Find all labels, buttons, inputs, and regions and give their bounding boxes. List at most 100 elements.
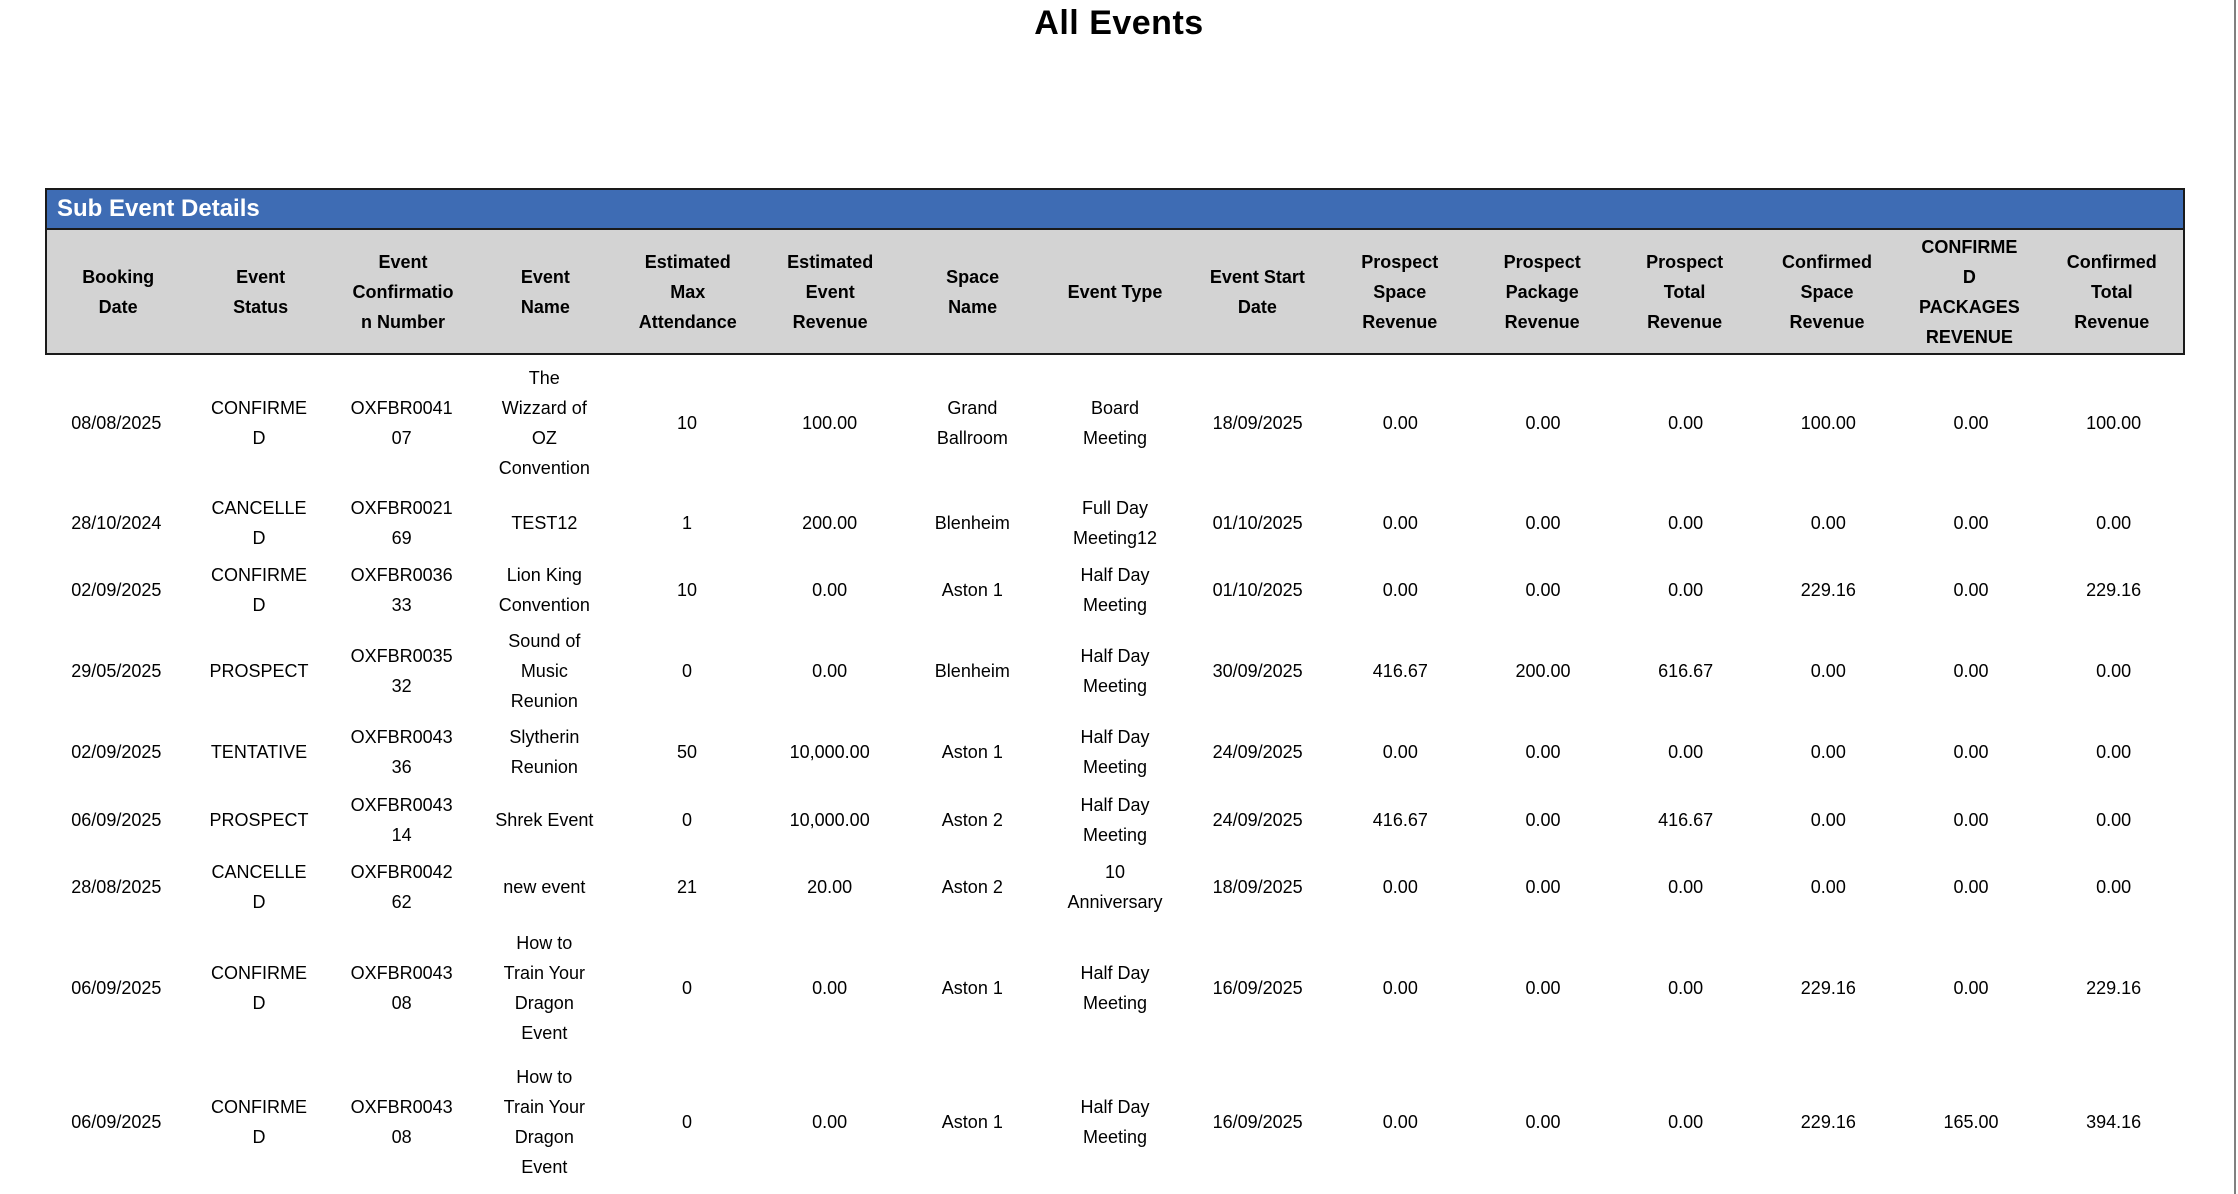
table-cell: CONFIRME D (210, 565, 307, 615)
column-header-event-type: Event Type (1067, 281, 1163, 302)
table-cell: Aston 1 (941, 978, 1003, 998)
table-cell: 394.16 (2086, 1112, 2142, 1132)
page-edge-line (2234, 0, 2236, 1194)
sub-event-details-table: Sub Event Details Booking Date Event Stat… (45, 188, 2185, 1189)
table-cell: Half Day Meeting (1080, 565, 1150, 615)
table-cell: 0.00 (1953, 877, 1989, 897)
column-header-prospect-space-revenue: Prospect Space Revenue (1361, 251, 1439, 332)
table-cell: 165.00 (1943, 1112, 1999, 1132)
table-cell: 18/09/2025 (1212, 413, 1303, 433)
table-cell: CANCELLE D (211, 498, 307, 548)
table-cell: The Wizzard of OZ Convention (498, 368, 590, 478)
table-cell: Shrek Event (495, 810, 594, 830)
table-cell: PROSPECT (209, 661, 309, 681)
table-cell: 02/09/2025 (71, 580, 162, 600)
table-cell: 0.00 (1810, 661, 1846, 681)
table-row: 28/08/2025 CANCELLE D OXFBR0042 62 new even… (45, 853, 2185, 921)
table-cell: PROSPECT (209, 810, 309, 830)
table-cell: 20.00 (807, 877, 853, 897)
column-header-confirme-d-packages-revenue: CONFIRME D PACKAGES REVENUE (1919, 236, 2020, 347)
table-cell: OXFBR0042 62 (350, 862, 453, 912)
table-cell: new event (503, 877, 586, 897)
table-cell: OXFBR0036 33 (350, 565, 453, 615)
table-cell: 0.00 (1382, 580, 1418, 600)
table-cell: 229.16 (2086, 978, 2142, 998)
table-cell: 229.16 (1800, 580, 1856, 600)
table-cell: 0 (681, 1112, 692, 1132)
table-cell: 0.00 (1953, 810, 1989, 830)
table-cell: 0.00 (1953, 413, 1989, 433)
table-row: 02/09/2025 TENTATIVE OXFBR0043 36 Slytherin… (45, 717, 2185, 787)
table-cell: 0.00 (1668, 580, 1704, 600)
table-row: 06/09/2025 CONFIRME D OXFBR0043 08 How to T… (45, 1055, 2185, 1189)
table-cell: 0.00 (1810, 742, 1846, 762)
table-cell: 416.67 (1658, 810, 1714, 830)
table-cell: 24/09/2025 (1212, 742, 1303, 762)
table-cell: Blenheim (934, 661, 1010, 681)
table-cell: Aston 1 (941, 742, 1003, 762)
table-cell: 0.00 (1953, 742, 1989, 762)
table-row: 08/08/2025 CONFIRME D OXFBR0041 07 The Wizz… (45, 355, 2185, 491)
table-cell: 10,000.00 (789, 742, 870, 762)
column-header-prospect-total-revenue: Prospect Total Revenue (1646, 251, 1724, 332)
table-cell: 229.16 (2086, 580, 2142, 600)
table-cell: 0.00 (1668, 513, 1704, 533)
table-cell: 01/10/2025 (1212, 580, 1303, 600)
table-cell: 24/09/2025 (1212, 810, 1303, 830)
table-cell: 0.00 (1953, 661, 1989, 681)
table-row: 29/05/2025 PROSPECT OXFBR0035 32 Sound of M… (45, 625, 2185, 717)
table-cell: CANCELLE D (211, 862, 307, 912)
table-cell: 200.00 (802, 513, 858, 533)
table-cell: CONFIRME D (210, 398, 307, 448)
table-cell: How to Train Your Dragon Event (503, 1067, 586, 1177)
table-cell: Aston 1 (941, 1112, 1003, 1132)
table-cell: 0.00 (812, 580, 848, 600)
table-cell: 0.00 (1525, 810, 1561, 830)
table-cell: 16/09/2025 (1212, 1112, 1303, 1132)
table-cell: 0.00 (1953, 580, 1989, 600)
table-cell: 0.00 (1382, 413, 1418, 433)
table-cell: 0.00 (812, 1112, 848, 1132)
table-cell: 10 Anniversary (1067, 862, 1163, 912)
table-cell: 06/09/2025 (71, 978, 162, 998)
table-cell: 0.00 (2096, 742, 2132, 762)
table-cell: 06/09/2025 (71, 810, 162, 830)
table-cell: OXFBR0043 08 (350, 963, 453, 1013)
report-title: All Events (1034, 4, 1204, 42)
column-header-event-confirmatio-n-number: Event Confirmatio n Number (352, 251, 454, 332)
table-cell: 0.00 (1525, 1112, 1561, 1132)
table-cell: 0.00 (1668, 413, 1704, 433)
section-header-banner: Sub Event Details (45, 188, 2185, 230)
table-cell: 100.00 (1800, 413, 1856, 433)
table-cell: 0.00 (1668, 877, 1704, 897)
table-body: 08/08/2025 CONFIRME D OXFBR0041 07 The Wizz… (45, 355, 2185, 1189)
column-header-confirmed-space-revenue: Confirmed Space Revenue (1781, 251, 1872, 332)
column-header-estimated-event-revenue: Estimated Event Revenue (787, 251, 874, 332)
table-cell: Full Day Meeting12 (1072, 498, 1158, 548)
table-cell: 0.00 (1953, 978, 1989, 998)
table-cell: CONFIRME D (210, 1097, 307, 1147)
table-cell: 02/09/2025 (71, 742, 162, 762)
table-row: 06/09/2025 CONFIRME D OXFBR0043 08 How to T… (45, 921, 2185, 1055)
table-cell: Lion King Convention (498, 565, 590, 615)
table-cell: 0.00 (1382, 513, 1418, 533)
table-cell: 0.00 (2096, 877, 2132, 897)
table-cell: OXFBR0043 36 (350, 727, 453, 777)
table-cell: 0 (681, 810, 692, 830)
table-cell: Half Day Meeting (1080, 1097, 1150, 1147)
table-cell: Grand Ballroom (936, 398, 1008, 448)
table-cell: TENTATIVE (210, 742, 308, 762)
table-cell: OXFBR0021 69 (350, 498, 453, 548)
table-cell: OXFBR0041 07 (350, 398, 453, 448)
table-cell: 0.00 (1953, 513, 1989, 533)
column-header-booking-date: Booking Date (82, 266, 155, 317)
table-cell: 06/09/2025 (71, 1112, 162, 1132)
table-cell: 0.00 (1668, 1112, 1704, 1132)
table-row: 02/09/2025 CONFIRME D OXFBR0036 33 Lion Kin… (45, 555, 2185, 625)
table-cell: CONFIRME D (210, 963, 307, 1013)
table-cell: 0.00 (1525, 877, 1561, 897)
table-cell: 0.00 (1382, 742, 1418, 762)
table-cell: 21 (676, 877, 697, 897)
table-cell: 0.00 (1668, 978, 1704, 998)
table-cell: 28/10/2024 (71, 513, 162, 533)
